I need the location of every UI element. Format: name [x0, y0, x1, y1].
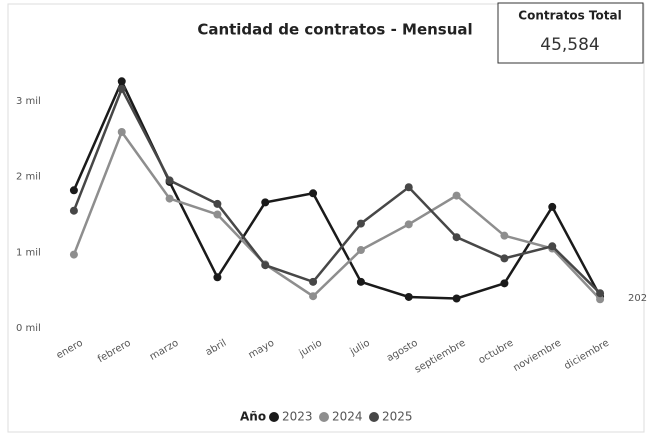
point: [165, 194, 174, 203]
kpi-card: [497, 2, 644, 64]
point: [213, 199, 222, 208]
point: [500, 231, 509, 240]
y-tick-label: 1 mil: [16, 247, 41, 258]
point: [404, 220, 413, 229]
point: [356, 246, 365, 255]
point: [452, 191, 461, 200]
legend-marker: [319, 412, 329, 422]
point: [309, 292, 318, 301]
y-tick-label: 3 mil: [16, 96, 41, 107]
legend-marker: [369, 412, 379, 422]
point: [117, 128, 126, 136]
point: [213, 273, 222, 282]
point: [69, 250, 78, 259]
point: [452, 294, 461, 303]
point: [117, 84, 126, 93]
point: [500, 279, 509, 288]
chart-title: Cantidad de contratos - Mensual: [197, 21, 472, 39]
point: [213, 210, 222, 219]
legend-label: 2023: [282, 410, 313, 424]
y-tick-label: 2 mil: [16, 172, 41, 183]
series-line: [72, 85, 601, 295]
legend-label: 2025: [382, 410, 413, 424]
point: [500, 254, 509, 263]
point: [69, 206, 78, 215]
point: [261, 198, 270, 207]
point: [165, 176, 174, 185]
point: [452, 233, 461, 242]
point: [69, 186, 78, 195]
legend-label: 2024: [332, 410, 363, 424]
point: [548, 202, 557, 211]
point: [117, 77, 126, 86]
series-line: [72, 129, 601, 301]
point: [404, 292, 413, 301]
point: [404, 183, 413, 192]
y-tick-label: 0 mil: [16, 323, 41, 334]
point: [309, 189, 318, 198]
point: [309, 277, 318, 286]
kpi-title: Contratos Total: [518, 9, 621, 23]
legend-marker: [269, 412, 279, 422]
point: [548, 242, 557, 251]
kpi-value: 45,584: [540, 35, 599, 55]
point: [356, 277, 365, 286]
legend-title: Año: [240, 410, 266, 424]
point: [596, 295, 605, 304]
annotation: 202: [628, 293, 647, 304]
point: [261, 261, 270, 270]
point: [596, 289, 605, 298]
point: [356, 219, 365, 228]
